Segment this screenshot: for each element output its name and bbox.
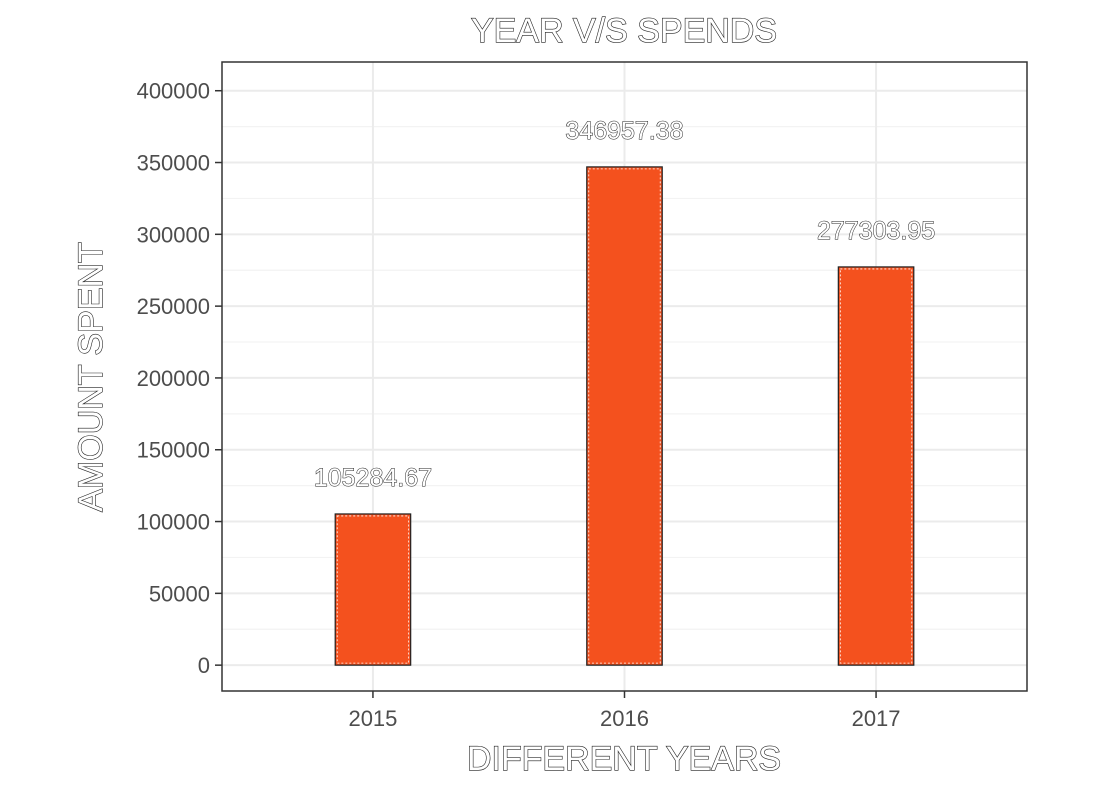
y-axis-ticks: 0 50000 100000 150000 200000 250000 300000 3500… xyxy=(137,79,222,678)
x-tick-label: 2017 xyxy=(852,706,901,731)
bar-2016 xyxy=(586,166,663,666)
y-tick-label: 100000 xyxy=(137,510,210,535)
x-axis-title: DIFFERENT YEARS xyxy=(467,740,781,778)
y-tick-label: 300000 xyxy=(137,222,210,247)
data-label-2016: 346957.38 xyxy=(565,117,683,145)
data-label-2015: 105284.67 xyxy=(314,464,432,492)
x-axis-ticks: 2015 2016 2017 xyxy=(348,691,901,731)
y-tick-label: 200000 xyxy=(137,366,210,391)
y-tick-label: 50000 xyxy=(149,581,210,606)
y-tick-label: 250000 xyxy=(137,294,210,319)
bar-2017 xyxy=(837,266,915,666)
chart-title: YEAR V/S SPENDS xyxy=(471,12,777,50)
y-axis-title: AMOUNT SPENT xyxy=(72,242,110,512)
data-label-2017: 277303.95 xyxy=(817,217,935,245)
data-labels: 105284.67 346957.38 277303.95 xyxy=(313,116,935,492)
y-tick-label: 150000 xyxy=(137,438,210,463)
y-tick-label: 350000 xyxy=(137,151,210,176)
y-tick-label: 0 xyxy=(198,653,210,678)
y-tick-label: 400000 xyxy=(137,79,210,104)
bars xyxy=(334,166,915,666)
bar-inner-outline xyxy=(336,515,410,664)
bar-2015 xyxy=(334,513,412,666)
x-tick-label: 2016 xyxy=(600,706,649,731)
bar-inner-outline xyxy=(588,168,661,664)
bar-inner-outline xyxy=(839,268,913,664)
x-tick-label: 2015 xyxy=(348,706,397,731)
